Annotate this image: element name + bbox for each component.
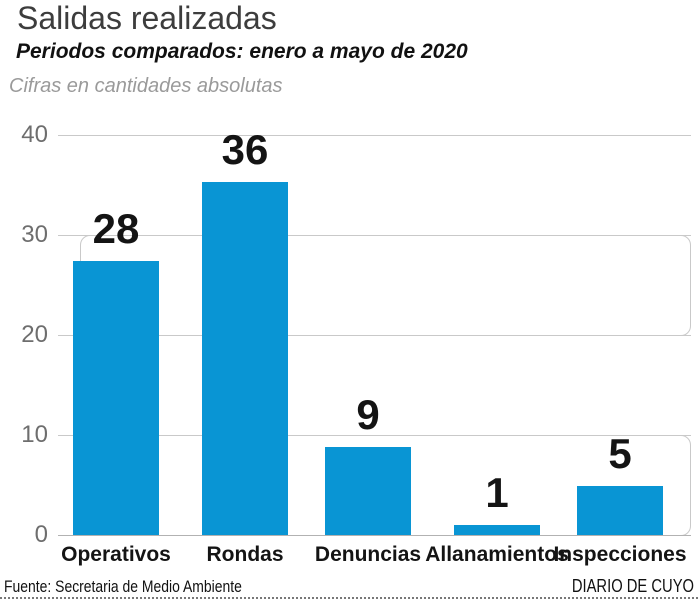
chart-subtitle: Periodos comparados: enero a mayo de 202… bbox=[16, 40, 468, 63]
gridline-y20 bbox=[58, 335, 691, 336]
y-axis-tick-label: 20 bbox=[21, 321, 48, 348]
source-text: Fuente: Secretaria de Medio Ambiente bbox=[4, 577, 242, 596]
value-label-denuncias: 9 bbox=[356, 391, 380, 438]
credit-text: DIARIO DE CUYO bbox=[571, 576, 694, 596]
y-axis-tick-label: 10 bbox=[21, 421, 48, 448]
category-label-inspecciones: Inspecciones bbox=[553, 543, 687, 566]
value-label-rondas: 36 bbox=[221, 126, 269, 173]
category-label-allanamientos: Allanamientos bbox=[425, 543, 569, 566]
bar-inspecciones bbox=[577, 486, 663, 535]
value-label-inspecciones: 5 bbox=[608, 430, 632, 477]
gridline-y10 bbox=[58, 435, 691, 436]
y-axis-tick-label: 40 bbox=[21, 121, 48, 148]
value-label-operativos: 28 bbox=[92, 205, 140, 252]
category-label-rondas: Rondas bbox=[206, 543, 284, 566]
grid-band bbox=[80, 235, 691, 336]
chart-note: Cifras en cantidades absolutas bbox=[9, 75, 283, 97]
bar-denuncias bbox=[325, 447, 411, 535]
bar-allanamientos bbox=[454, 525, 540, 535]
chart-title: Salidas realizadas bbox=[17, 0, 277, 36]
bar-operativos bbox=[73, 261, 159, 535]
bar-rondas bbox=[202, 182, 288, 535]
gridline-y0 bbox=[58, 535, 691, 536]
value-label-allanamientos: 1 bbox=[485, 469, 509, 516]
y-axis-tick-label: 30 bbox=[21, 221, 48, 248]
y-axis-tick-label: 0 bbox=[34, 521, 48, 548]
category-label-denuncias: Denuncias bbox=[314, 543, 422, 566]
gridline-y40 bbox=[58, 135, 691, 136]
category-label-operativos: Operativos bbox=[61, 543, 171, 566]
gridline-y30 bbox=[58, 235, 691, 236]
perforation-dotted-line bbox=[0, 597, 698, 599]
